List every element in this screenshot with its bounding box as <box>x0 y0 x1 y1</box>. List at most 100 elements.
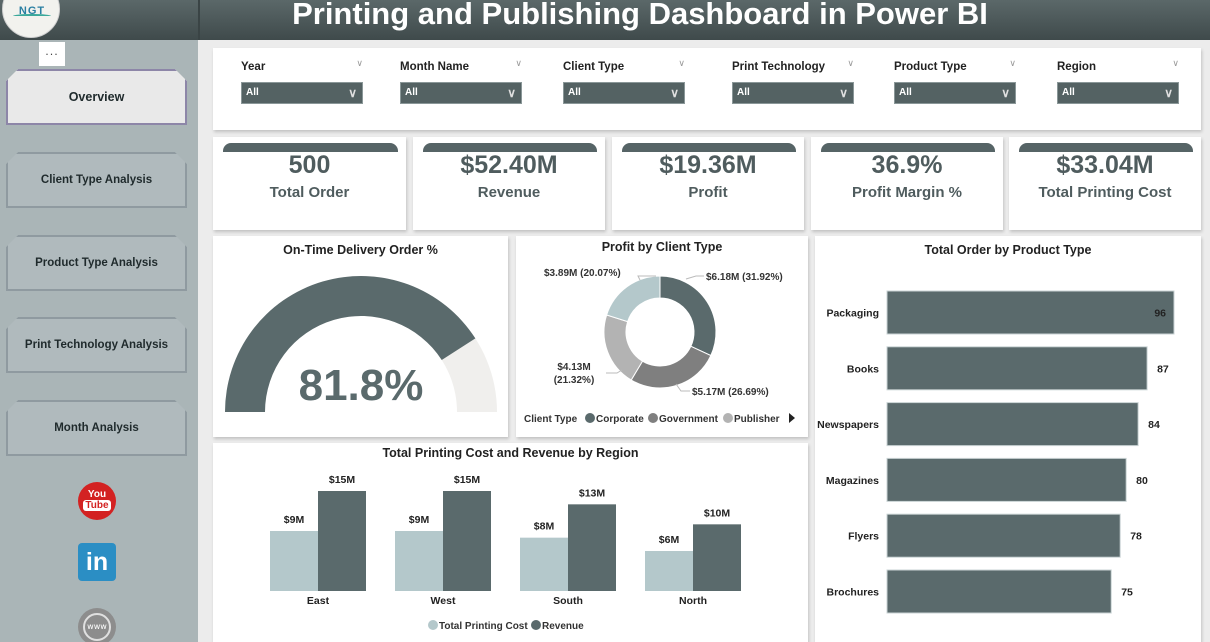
chevron-down-icon[interactable]: ∨ <box>515 59 522 69</box>
bar-west-printing-cost[interactable] <box>395 531 443 591</box>
kpi-label: Profit <box>688 184 728 201</box>
chevron-down-icon[interactable]: ∨ <box>1172 59 1179 69</box>
chevron-down-icon[interactable]: ∨ <box>356 59 363 69</box>
nav-print-technology-analysis-button[interactable]: Print Technology Analysis <box>6 317 187 373</box>
nav-product-type-analysis-button[interactable]: Product Type Analysis <box>6 235 187 291</box>
category-label: North <box>679 595 707 607</box>
legend-label-publisher[interactable]: Publisher <box>734 414 780 425</box>
chevron-down-icon: ∨ <box>670 86 679 100</box>
donut-slice-publisher[interactable] <box>603 314 644 381</box>
dropdown-value: All <box>1062 87 1075 98</box>
month-name-dropdown[interactable]: All ∨ <box>400 82 522 104</box>
more-options-button[interactable]: ... <box>39 42 65 66</box>
dropdown-value: All <box>899 87 912 98</box>
product-type-dropdown[interactable]: All ∨ <box>894 82 1016 104</box>
data-label: $15M <box>454 474 481 486</box>
month-name-slicer[interactable]: Month Name ∨ All ∨ <box>400 58 522 104</box>
dropdown-value: All <box>737 87 750 98</box>
chevron-down-icon[interactable]: ∨ <box>847 59 854 69</box>
kpi-card-header-bar <box>223 143 398 152</box>
nav-client-type-analysis-button[interactable]: Client Type Analysis <box>6 152 187 208</box>
legend-swatch-government <box>648 413 658 423</box>
category-label: West <box>431 595 456 607</box>
legend-title: Client Type <box>524 414 578 425</box>
kpi-value: $33.04M <box>1056 151 1154 179</box>
chevron-down-icon[interactable]: ∨ <box>678 59 685 69</box>
kpi-label: Total Order <box>269 184 350 201</box>
data-label: 84 <box>1148 419 1160 431</box>
bar-brochures[interactable] <box>886 569 1112 614</box>
bar-north-revenue[interactable] <box>693 524 741 591</box>
bar-magazines[interactable] <box>886 457 1127 502</box>
data-label: 75 <box>1121 587 1133 599</box>
logo-swoosh-icon <box>13 14 51 18</box>
chevron-down-icon: ∨ <box>507 86 516 100</box>
youtube-icon[interactable]: You Tube <box>78 482 116 520</box>
chevron-down-icon: ∨ <box>348 86 357 100</box>
bar-books[interactable] <box>886 346 1148 391</box>
linkedin-text: in <box>85 548 109 576</box>
nav-month-analysis-button[interactable]: Month Analysis <box>6 400 187 456</box>
legend-label-total-printing-cost[interactable]: Total Printing Cost <box>439 621 528 632</box>
donut-slice-government[interactable] <box>630 345 712 389</box>
bar-flyers[interactable] <box>886 513 1121 558</box>
slice-label-corporate: $6.18M (31.92%) <box>706 272 783 283</box>
product-bar-chart: Packaging 96 Books 87 Newspapers 84 Magazines 8… <box>817 290 1175 614</box>
slicer-label: Year <box>241 61 266 73</box>
donut-slice-other[interactable] <box>606 275 661 323</box>
slice-label-fourth: $3.89M (20.07%) <box>544 268 621 279</box>
year-dropdown[interactable]: All ∨ <box>241 82 363 104</box>
kpi-value: 500 <box>288 151 331 179</box>
data-label: 87 <box>1157 363 1169 375</box>
client-type-dropdown[interactable]: All ∨ <box>563 82 685 104</box>
region-column-chart: $9M $15M East $9M $15M West $8M $13M South $6M $10… <box>270 474 741 632</box>
category-label: Packaging <box>826 308 879 320</box>
print-technology-dropdown[interactable]: All ∨ <box>732 82 854 104</box>
client-type-slicer[interactable]: Client Type ∨ All ∨ <box>563 58 685 104</box>
legend-swatch-revenue <box>531 620 541 630</box>
chevron-down-icon: ∨ <box>839 86 848 100</box>
data-label: $6M <box>659 534 680 546</box>
legend-label-revenue[interactable]: Revenue <box>542 621 584 632</box>
kpi-value: 36.9% <box>871 151 943 179</box>
print-technology-slicer[interactable]: Print Technology ∨ All ∨ <box>732 58 854 104</box>
bar-south-printing-cost[interactable] <box>520 537 568 591</box>
category-label: East <box>307 595 330 607</box>
kpi-card-header-bar <box>821 143 995 152</box>
youtube-text-bottom: Tube <box>83 500 111 511</box>
nav-label: Month Analysis <box>54 422 139 434</box>
category-label: Flyers <box>848 531 879 543</box>
chevron-down-icon[interactable]: ∨ <box>1009 59 1016 69</box>
legend-label-corporate[interactable]: Corporate <box>596 414 644 425</box>
legend-label-government[interactable]: Government <box>659 414 719 425</box>
on-time-delivery-gauge-panel: On-Time Delivery Order % 81.8% <box>213 236 508 437</box>
bar-newspapers[interactable] <box>886 402 1139 447</box>
region-dropdown[interactable]: All ∨ <box>1057 82 1179 104</box>
data-label: $10M <box>704 507 731 519</box>
bar-north-printing-cost[interactable] <box>645 551 693 591</box>
year-slicer[interactable]: Year ∨ All ∨ <box>241 58 363 104</box>
kpi-card-profit: $19.36M Profit <box>612 137 804 230</box>
nav-overview-button[interactable]: Overview <box>6 69 187 125</box>
data-label: 80 <box>1136 475 1148 487</box>
bar-east-revenue[interactable] <box>318 491 366 591</box>
region-slicer[interactable]: Region ∨ All ∨ <box>1057 58 1179 104</box>
leader-line <box>685 275 704 280</box>
donut-slice-corporate[interactable] <box>659 275 717 357</box>
legend-next-arrow-icon[interactable] <box>789 413 795 423</box>
kpi-value: $19.36M <box>659 151 757 179</box>
linkedin-icon[interactable]: in <box>78 543 116 581</box>
bar-south-revenue[interactable] <box>568 504 616 591</box>
bar-west-revenue[interactable] <box>443 491 491 591</box>
data-label: $8M <box>534 521 555 533</box>
dropdown-value: All <box>405 87 418 98</box>
nav-label: Product Type Analysis <box>35 257 158 269</box>
bar-east-printing-cost[interactable] <box>270 531 318 591</box>
bar-packaging[interactable] <box>886 290 1175 335</box>
legend-swatch-publisher <box>723 413 733 423</box>
header-divider <box>198 0 200 40</box>
product-type-slicer[interactable]: Product Type ∨ All ∨ <box>894 58 1016 104</box>
printing-cost-revenue-by-region-panel: Total Printing Cost and Revenue by Regio… <box>213 443 808 642</box>
kpi-card-header-bar <box>423 143 597 152</box>
globe-icon[interactable]: www <box>78 608 116 642</box>
